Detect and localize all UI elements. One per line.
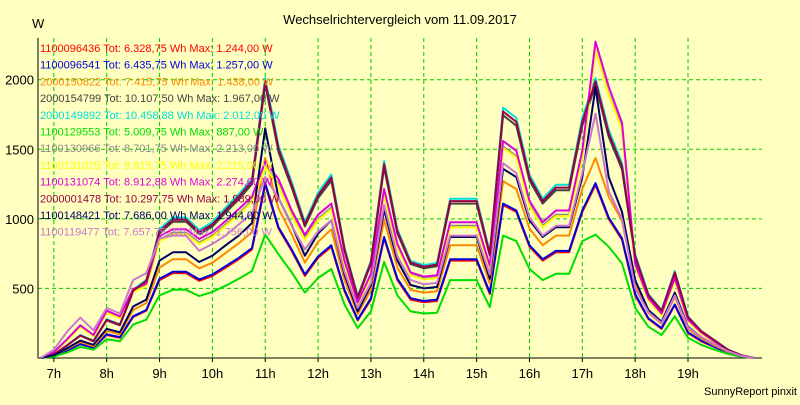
x-tick-label: 7h	[47, 366, 61, 381]
series-line-12	[40, 112, 755, 359]
grid-lines	[38, 38, 762, 358]
y-tick-label: 1500	[5, 142, 34, 157]
legend-entry: 1100096436 Tot: 6.328,75 Wh Max: 1.244,0…	[40, 43, 273, 55]
x-tick-label: 15h	[466, 366, 488, 381]
y-tick-label: 500	[12, 281, 34, 296]
series-lines	[40, 40, 755, 359]
series-line-11	[40, 86, 755, 359]
chart-title: Wechselrichtervergleich vom 11.09.2017	[283, 12, 517, 27]
legend-entry: 2000150822 Tot: 7.415,75 Wh Max: 1.438,0…	[40, 76, 274, 88]
legend-entry: 1100119477 Tot: 7.657,75 Wh Max: 1.756,0…	[40, 227, 272, 239]
series-line-10	[40, 80, 755, 359]
legend-entry: 1100148421 Tot: 7.686,00 Wh Max: 1.944,0…	[40, 210, 273, 222]
legend-entry: 1100096541 Tot: 6.435,75 Wh Max: 1.257,0…	[40, 60, 273, 72]
legend-entry: 1100130966 Tot: 8.701,75 Wh Max: 2.213,0…	[40, 143, 273, 155]
x-tick-label: 11h	[255, 366, 276, 381]
x-tick-label: 12h	[307, 366, 329, 381]
legend: 1100096436 Tot: 6.328,75 Wh Max: 1.244,0…	[40, 43, 280, 239]
series-line-6	[40, 233, 755, 359]
x-tick-label: 9h	[152, 366, 166, 381]
x-tick-label: 14h	[413, 366, 435, 381]
y-axis-unit-label: W	[32, 16, 45, 31]
legend-entry: 1100131025 Tot: 8.615,75 Wh Max: 2.215,0…	[40, 160, 273, 172]
legend-entry: 1100129553 Tot: 5.009,75 Wh Max: 887,00 …	[40, 127, 264, 139]
x-tick-label: 16h	[519, 366, 541, 381]
y-tick-label: 1000	[5, 212, 34, 227]
series-line-2	[40, 182, 755, 359]
y-tick-label: 2000	[5, 73, 34, 88]
x-tick-label: 17h	[571, 366, 593, 381]
legend-entry: 2000001478 Tot: 10.297,75 Wh Max: 1.989,…	[40, 193, 280, 205]
x-tick-label: 8h	[99, 366, 113, 381]
x-tick-label: 10h	[202, 366, 224, 381]
x-tick-label: 13h	[360, 366, 382, 381]
legend-entry: 1100131074 Tot: 8.912,88 Wh Max: 2.274,0…	[40, 177, 273, 189]
series-line-9	[40, 40, 755, 359]
x-tick-label: 19h	[677, 366, 699, 381]
legend-entry: 2000154799 Tot: 10.107,50 Wh Max: 1.967,…	[40, 93, 280, 105]
x-tick-label: 18h	[624, 366, 646, 381]
footer-credit: SunnyReport pinxit	[704, 386, 797, 398]
legend-entry: 2000149892 Tot: 10.458,88 Wh Max: 2.012,…	[40, 110, 280, 122]
